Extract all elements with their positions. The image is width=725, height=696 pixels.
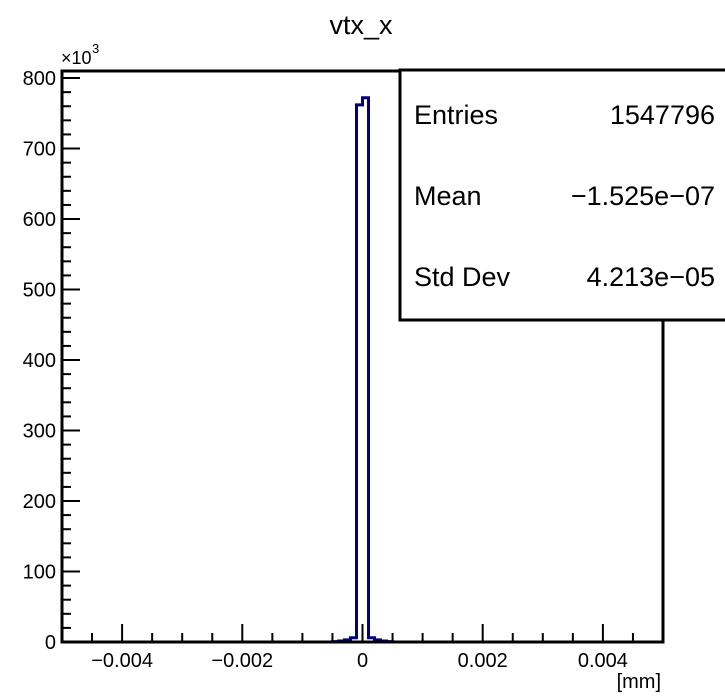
stats-stddev-value: 4.213e−05: [587, 262, 715, 292]
y-multiplier: ×10 3: [61, 41, 99, 68]
y-tick-label: 300: [23, 421, 56, 443]
y-tick-label: 200: [23, 491, 56, 513]
x-tick-label: −0.002: [211, 650, 273, 672]
x-tick-label: 0.002: [458, 650, 508, 672]
stats-stddev-label: Std Dev: [414, 262, 511, 292]
x-axis-label: [mm]: [617, 671, 661, 693]
y-tick-label: 0: [45, 632, 56, 654]
x-tick-label: −0.004: [91, 650, 153, 672]
x-tick-label: 0: [357, 650, 368, 672]
y-tick-label: 500: [23, 280, 56, 302]
plot-frame: [60, 69, 665, 644]
stats-entries-value: 1547796: [610, 100, 715, 130]
stats-entries-label: Entries: [414, 100, 498, 130]
stats-mean-label: Mean: [414, 181, 482, 211]
stats-mean-value: −1.525e−07: [571, 181, 715, 211]
histogram-bins: [332, 98, 392, 642]
y-multiplier-base: ×10: [61, 48, 92, 68]
y-tick-label: 400: [23, 350, 56, 372]
x-tick-label: 0.004: [578, 650, 628, 672]
chart-title: vtx_x: [329, 10, 393, 40]
y-multiplier-exponent: 3: [92, 41, 99, 56]
y-tick-label: 600: [23, 209, 56, 231]
stats-box-frame: [398, 68, 725, 322]
y-tick-label: 100: [23, 562, 56, 584]
y-tick-label: 800: [23, 68, 56, 90]
stats-box: Entries 1547796 Mean −1.525e−07 Std Dev …: [398, 68, 725, 322]
y-tick-label: 700: [23, 139, 56, 161]
